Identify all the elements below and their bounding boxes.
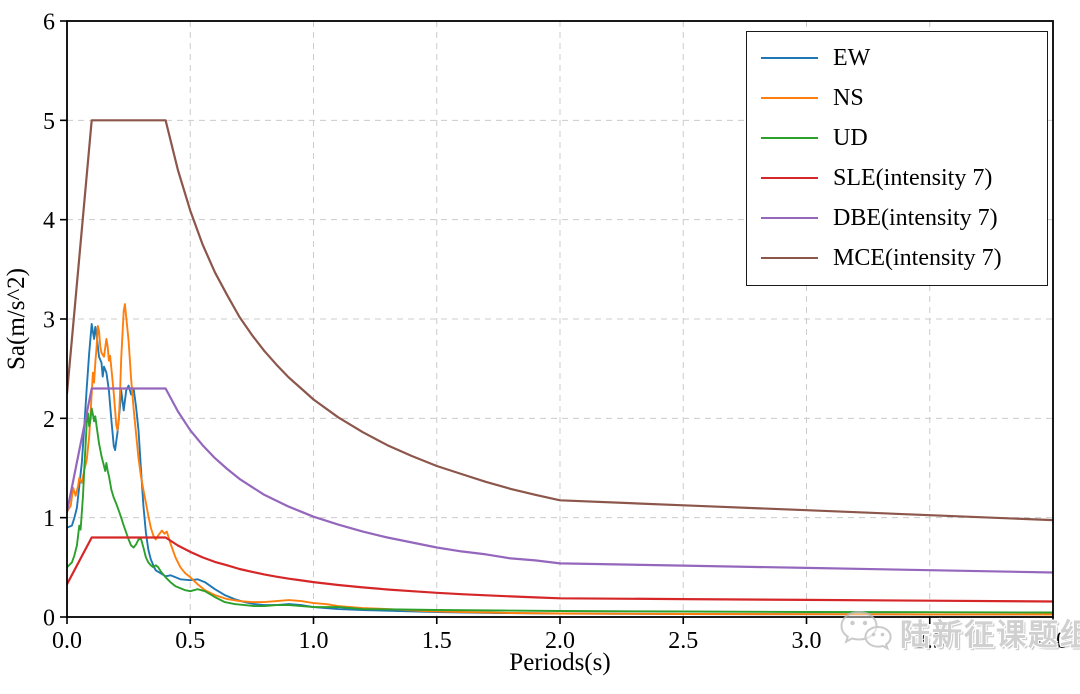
x-tick-label: 4.0 [1038,628,1068,654]
series-line-MCE(intensity 7) [67,119,1053,522]
series-line-DBE(intensity 7) [67,387,1053,574]
y-axis-title: Sa(m/s^2) [3,267,30,371]
legend-label: UD [833,124,868,151]
y-tick-label: 6 [43,10,55,36]
legend-line-sample [761,97,818,99]
legend-item-NS: NS [747,78,1047,118]
ticks [60,20,1054,624]
x-tick-label: 3.0 [792,628,822,654]
legend-item-EW: EW [747,38,1047,78]
legend-line-sample [761,217,818,219]
x-tick-label: 2.0 [545,628,575,654]
legend-item-MCE(intensity 7): MCE(intensity 7) [747,238,1047,278]
legend: EW NS UD SLE(intensity 7) DBE(intensity 7) MC… [746,31,1048,286]
wechat-icon [840,610,892,651]
series-line-NS [67,303,1053,616]
tick-labels: 0.0 0.5 1.0 1.5 2.0 2.5 3.0 3.5 4.0 0 1 2 3 4 5 6 [43,10,1068,655]
legend-item-UD: UD [747,118,1047,158]
y-tick-label: 5 [43,109,55,135]
legend-line-sample [761,137,818,139]
x-tick-label: 2.5 [668,628,698,654]
x-tick-label: 1.0 [299,628,329,654]
legend-label: SLE(intensity 7) [833,164,993,191]
series-lines [67,119,1053,616]
legend-label: EW [833,44,871,71]
legend-label: MCE(intensity 7) [833,244,1002,271]
x-axis-title: Periods(s) [509,649,611,676]
y-tick-label: 1 [43,506,55,532]
x-tick-label: 3.5 [915,628,945,654]
legend-label: NS [833,84,864,111]
watermark-text: 陆新征课题组 [900,619,1080,652]
series-line-SLE(intensity 7) [67,536,1053,603]
legend-label: DBE(intensity 7) [833,204,998,231]
y-tick-label: 4 [43,208,55,234]
series-line-UD [67,407,1053,614]
legend-line-sample [761,177,818,179]
y-tick-label: 0 [43,606,55,632]
legend-item-DBE(intensity 7): DBE(intensity 7) [747,198,1047,238]
x-tick-label: 0.5 [175,628,205,654]
watermark: 陆新征课题组 [838,608,1080,656]
x-tick-label: 1.5 [422,628,452,654]
legend-item-SLE(intensity 7): SLE(intensity 7) [747,158,1047,198]
legend-line-sample [761,257,818,259]
x-tick-label: 0.0 [52,628,82,654]
y-tick-label: 3 [43,308,55,334]
legend-line-sample [761,57,818,59]
y-tick-label: 2 [43,407,55,433]
